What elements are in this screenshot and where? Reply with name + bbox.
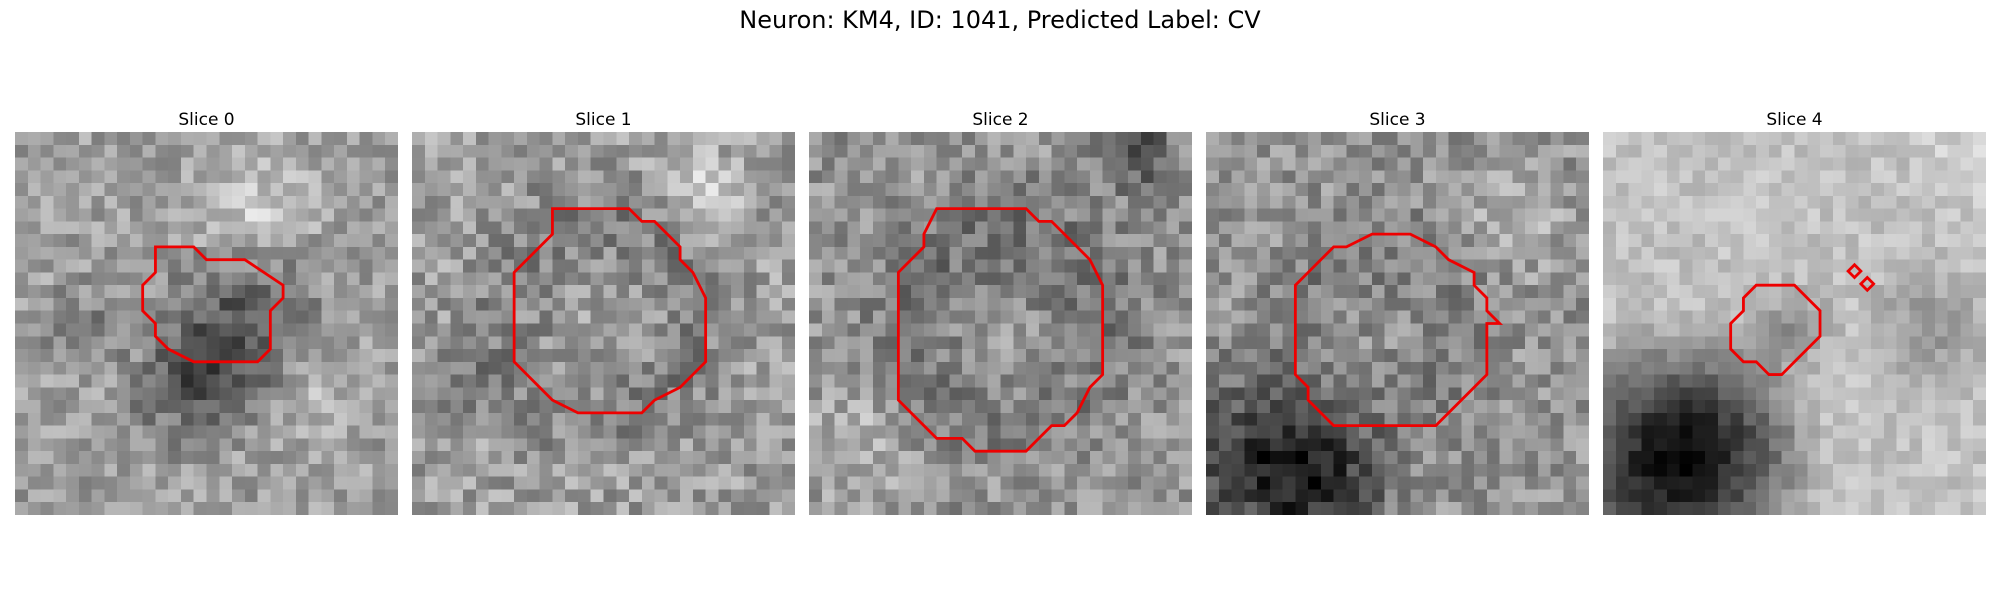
slice-title: Slice 2 [972, 110, 1029, 130]
slice-panel-1: Slice 1 [412, 108, 795, 515]
slice-panel-3: Slice 3 [1206, 108, 1589, 515]
roi-contour [1293, 232, 1504, 428]
slice-image [809, 132, 1192, 515]
roi-fragment [1858, 275, 1876, 293]
slice-title: Slice 1 [575, 110, 632, 130]
slice-title: Slice 3 [1369, 110, 1426, 130]
slice-panel-2: Slice 2 [809, 108, 1192, 515]
roi-contour [1729, 283, 1822, 376]
slice-image [412, 132, 795, 515]
roi-contour [896, 207, 1105, 453]
slice-image [1603, 132, 1986, 515]
figure-title: Neuron: KM4, ID: 1041, Predicted Label: … [739, 6, 1261, 34]
slice-title: Slice 4 [1766, 110, 1823, 130]
roi-fragment [1846, 262, 1863, 280]
roi-contour [512, 207, 708, 415]
slice-panel-4: Slice 4 [1603, 108, 1986, 515]
roi-contour [141, 245, 285, 364]
slice-panel-0: Slice 0 [15, 108, 398, 515]
slice-title: Slice 0 [178, 110, 235, 130]
slice-image [15, 132, 398, 515]
slice-image [1206, 132, 1589, 515]
